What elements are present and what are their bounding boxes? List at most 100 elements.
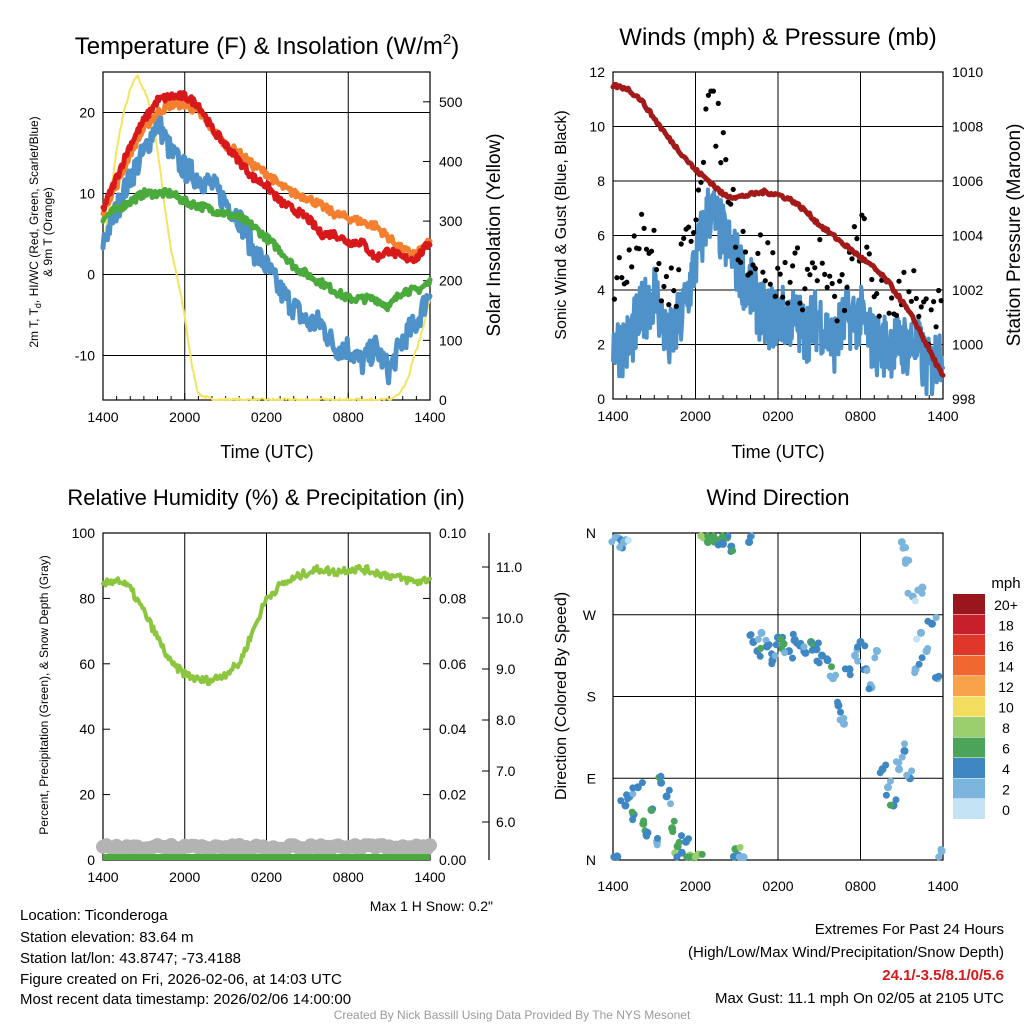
direction-point bbox=[772, 641, 780, 649]
direction-point bbox=[714, 541, 722, 549]
gust-point bbox=[931, 299, 937, 305]
gust-point bbox=[807, 272, 813, 278]
gust-point bbox=[733, 244, 739, 250]
direction-point bbox=[861, 642, 869, 650]
direction-point bbox=[902, 559, 909, 567]
direction-point bbox=[746, 631, 754, 639]
direction-point bbox=[895, 759, 903, 767]
gust-point bbox=[809, 260, 816, 266]
temperature-ylabel-line2: & 9m T (Orange) bbox=[41, 187, 55, 277]
direction-point bbox=[834, 698, 841, 706]
gust-point bbox=[869, 276, 875, 283]
gust-point bbox=[819, 260, 825, 266]
gust-point bbox=[777, 271, 783, 277]
legend-swatch bbox=[953, 696, 985, 717]
gust-point bbox=[663, 273, 670, 280]
direction-point bbox=[638, 779, 646, 787]
gust-point bbox=[832, 293, 838, 299]
gust-point bbox=[849, 256, 855, 262]
legend-swatch bbox=[953, 717, 985, 737]
direction-x-tick-label: 0800 bbox=[845, 878, 876, 894]
series-td bbox=[100, 186, 433, 313]
direction-point bbox=[924, 645, 932, 652]
elevation-text: Station elevation: 83.64 m bbox=[20, 929, 193, 946]
gust-point bbox=[837, 278, 843, 284]
humidity-y-tick-label: 20 bbox=[79, 787, 95, 803]
direction-point bbox=[911, 597, 919, 605]
gust-point bbox=[804, 266, 811, 272]
direction-point bbox=[865, 685, 873, 693]
direction-point bbox=[917, 628, 925, 636]
gust-point bbox=[874, 291, 880, 297]
direction-point bbox=[937, 845, 945, 853]
series-relative-humidity bbox=[101, 563, 432, 687]
gust-point bbox=[911, 268, 917, 274]
winds-y-tick-label: 10 bbox=[589, 119, 605, 135]
gust-point bbox=[723, 157, 729, 163]
legend-label: 18 bbox=[998, 618, 1014, 634]
direction-x-tick-label: 2000 bbox=[680, 878, 711, 894]
winds-y2-tick-label: 998 bbox=[952, 391, 976, 407]
direction-point bbox=[892, 796, 900, 804]
gust-point bbox=[691, 230, 697, 236]
direction-point bbox=[935, 853, 943, 861]
direction-y-tick-label: S bbox=[587, 689, 596, 705]
gust-point bbox=[824, 284, 830, 290]
legend-label: 14 bbox=[998, 659, 1014, 675]
gust-point bbox=[785, 300, 791, 306]
winds-y-tick-label: 4 bbox=[597, 282, 605, 298]
gust-point bbox=[658, 298, 665, 304]
temperature-y-tick-label: -10 bbox=[75, 347, 95, 363]
direction-point bbox=[932, 614, 940, 621]
gust-point bbox=[705, 92, 712, 98]
gust-point bbox=[896, 278, 902, 284]
winds-y-tick-label: 6 bbox=[597, 228, 605, 244]
gust-point bbox=[913, 295, 919, 302]
gust-point bbox=[693, 217, 699, 223]
gust-point bbox=[639, 211, 645, 217]
gust-point bbox=[678, 241, 684, 247]
snow-depth-tick-label: 10.0 bbox=[496, 610, 523, 626]
gust-point bbox=[730, 186, 736, 192]
direction-point bbox=[669, 828, 677, 836]
direction-point bbox=[768, 660, 776, 668]
direction-point bbox=[629, 790, 637, 798]
direction-point bbox=[665, 786, 673, 794]
direction-point bbox=[932, 674, 939, 682]
direction-point bbox=[882, 791, 890, 799]
gust-point bbox=[854, 236, 860, 242]
legend-swatch bbox=[953, 635, 985, 655]
gust-point bbox=[728, 201, 734, 207]
gust-point bbox=[718, 160, 724, 166]
gust-point bbox=[834, 318, 840, 324]
direction-point bbox=[675, 838, 683, 846]
direction-point bbox=[673, 853, 681, 861]
winds-x-tick-label: 0800 bbox=[845, 408, 876, 424]
snow-depth-tick-label: 8.0 bbox=[496, 712, 516, 728]
legend-label: 20+ bbox=[994, 597, 1018, 613]
direction-point bbox=[614, 853, 622, 861]
gust-point bbox=[700, 159, 707, 165]
direction-point bbox=[828, 663, 835, 671]
series-2m-t bbox=[100, 90, 433, 265]
winds-y-tick-label: 2 bbox=[597, 337, 605, 353]
gust-point bbox=[794, 245, 801, 251]
direction-point bbox=[914, 586, 922, 594]
direction-point bbox=[854, 643, 861, 651]
gust-point bbox=[656, 260, 662, 267]
direction-point bbox=[653, 841, 661, 849]
direction-y-tick-label: N bbox=[586, 852, 596, 868]
gust-point bbox=[624, 279, 630, 285]
direction-point bbox=[623, 791, 630, 799]
direction-point bbox=[863, 667, 871, 674]
gust-point bbox=[752, 266, 759, 272]
direction-point bbox=[800, 643, 808, 651]
direction-y-tick-label: E bbox=[587, 770, 596, 786]
gust-point bbox=[827, 273, 833, 279]
direction-point bbox=[791, 636, 799, 643]
gust-point bbox=[933, 324, 939, 330]
gust-point bbox=[631, 233, 637, 239]
direction-point bbox=[826, 672, 834, 680]
extremes-subtitle: (High/Low/Max Wind/Precipitation/Snow De… bbox=[688, 944, 1004, 961]
